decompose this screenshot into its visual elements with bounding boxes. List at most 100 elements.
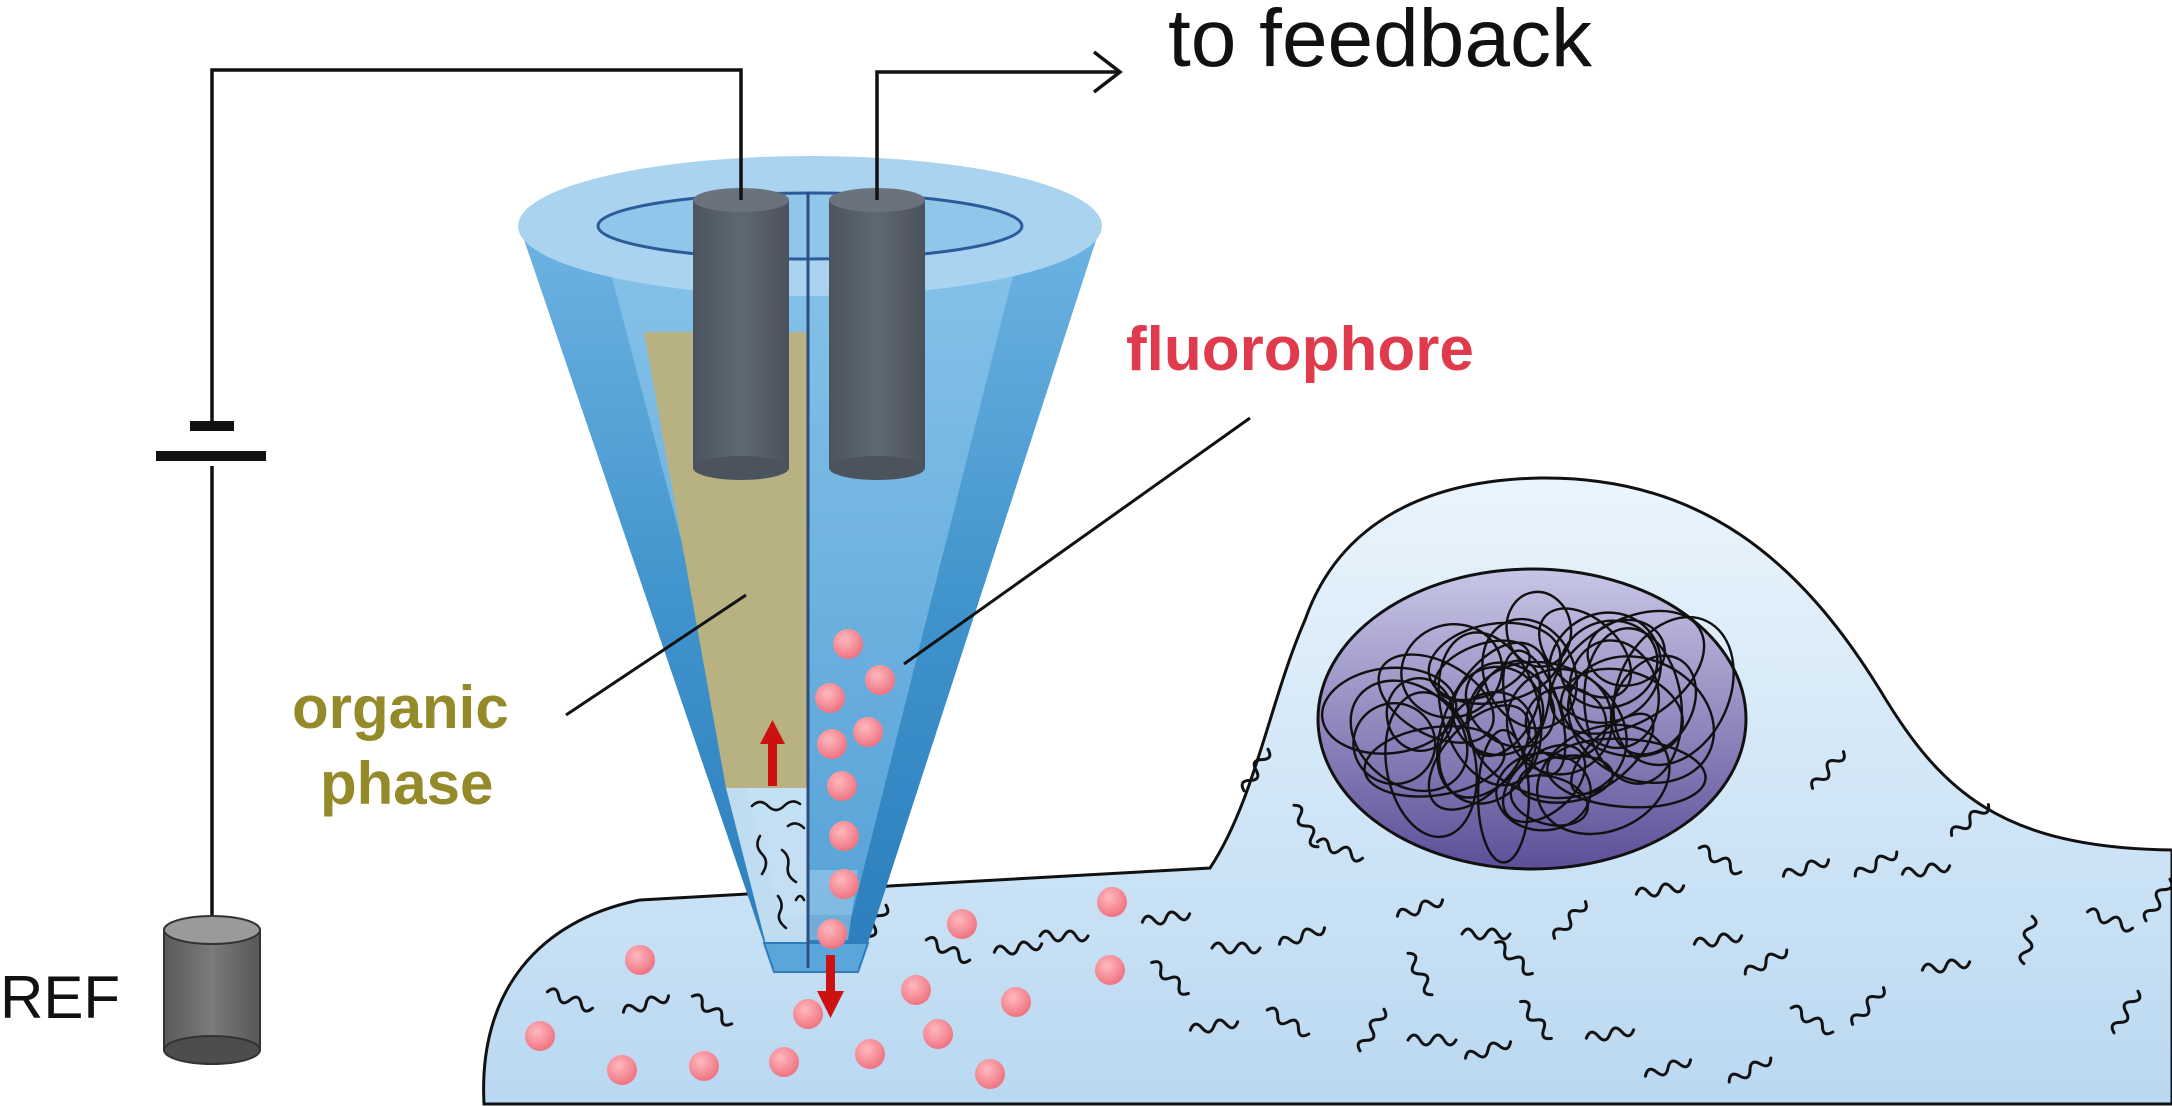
cytoskeleton-squiggle xyxy=(992,940,1044,956)
cytoskeleton-squiggle xyxy=(1460,927,1512,941)
fluorophore-dot xyxy=(689,1051,719,1081)
cytoskeleton-squiggle xyxy=(1265,1006,1311,1038)
cytoskeleton-squiggle xyxy=(1920,958,1972,974)
chromatin-loop xyxy=(1320,666,1458,755)
fluorophore-dot xyxy=(865,665,895,695)
left-barrel-tip xyxy=(726,788,808,960)
chromatin-loop xyxy=(1505,590,1573,668)
cytoskeleton-squiggle xyxy=(1210,941,1262,955)
cytoskeleton-squiggle xyxy=(1315,837,1365,863)
fluorophore-dot xyxy=(827,771,857,801)
cell-body xyxy=(482,476,2172,1106)
fluorophore-label: fluorophore xyxy=(1126,315,1474,384)
battery-symbol xyxy=(156,421,266,461)
cytoskeleton-squiggle xyxy=(1188,1018,1240,1034)
fluorophore-dot xyxy=(855,1039,885,1069)
tip-squiggles xyxy=(750,800,806,930)
fluorophore-dot xyxy=(817,919,847,949)
circuit-wires xyxy=(210,50,1123,918)
cytoskeleton-squiggle xyxy=(1810,750,1846,790)
chromatin-loop xyxy=(1546,737,1707,809)
cytoskeleton-squiggle xyxy=(690,993,734,1027)
fluorophore-dot xyxy=(525,1021,555,1051)
chromatin-loop xyxy=(1400,623,1504,719)
chromatin-loop xyxy=(1517,754,1614,804)
chromatin-loop xyxy=(1495,751,1592,832)
cytoskeleton-squiggle xyxy=(1395,898,1445,918)
cytoskeleton-squiggle xyxy=(1697,844,1743,876)
chromatin-loop xyxy=(1538,607,1633,699)
cytoskeleton-squiggle xyxy=(1552,900,1588,940)
cytoskeleton-squiggle xyxy=(1789,1004,1835,1036)
cytoskeleton-squiggle xyxy=(1853,850,1899,878)
cytoskeleton-squiggle xyxy=(621,994,671,1014)
chromatin-loop xyxy=(1612,615,1735,767)
ref-label: REF xyxy=(0,964,120,1031)
fluorophore-dot xyxy=(853,717,883,747)
flow-arrow-up xyxy=(760,720,785,786)
fluorophore-dot xyxy=(817,729,847,759)
cytoskeleton-squiggle xyxy=(1406,1033,1458,1047)
fluorophore-dot xyxy=(769,1047,799,1077)
cytoskeleton-squiggle xyxy=(2110,989,2142,1035)
fluorophore-dot xyxy=(975,1059,1005,1089)
reference-electrode xyxy=(163,915,261,1065)
chromatin-loop xyxy=(1524,686,1608,760)
cytoskeleton-squiggle xyxy=(1634,882,1686,898)
chromatin-loop xyxy=(1502,649,1567,776)
fluorophore-leader xyxy=(903,416,1251,666)
chromatin-loop xyxy=(1466,659,1542,758)
organic-label-line1: organic xyxy=(292,674,509,741)
chromatin-loop xyxy=(1566,655,1716,785)
cytoskeleton-squiggle xyxy=(1743,948,1789,976)
chromatin-loop xyxy=(1583,627,1684,785)
cytoskeleton-squiggle xyxy=(1781,858,1831,878)
fluorophore-dot xyxy=(901,975,931,1005)
pipette-rim-inner xyxy=(596,191,1024,261)
fluorophore-dot xyxy=(829,821,859,851)
cytoskeleton-squiggles xyxy=(545,747,2172,1084)
chromatin-loop xyxy=(1451,665,1545,757)
fluorophore-dot xyxy=(947,909,977,939)
chromatin-loop xyxy=(1436,641,1552,799)
fluorophore-dot xyxy=(607,1055,637,1085)
chromatin-loop xyxy=(1586,618,1666,687)
fluorophore-dot xyxy=(625,945,655,975)
cytoskeleton-squiggle xyxy=(1692,932,1744,948)
fluorophore-dots xyxy=(525,629,1127,1089)
fluorophore-dot xyxy=(829,869,859,899)
cytoskeleton-squiggle xyxy=(1584,1026,1636,1042)
cytoskeleton-squiggle xyxy=(545,987,595,1013)
fluorophore-dot xyxy=(1097,887,1127,917)
cytoskeleton-squiggle xyxy=(1727,1056,1773,1084)
feedback-label: to feedback xyxy=(1168,0,1593,84)
cytoskeleton-squiggle xyxy=(1292,803,1320,849)
cytoskeleton-squiggle xyxy=(2142,877,2172,923)
cytoskeleton-squiggle xyxy=(1463,1040,1513,1060)
carbon-electrode-right xyxy=(829,188,925,480)
chromatin xyxy=(1320,590,1735,864)
cytoskeleton-squiggle xyxy=(2085,907,2135,933)
chromatin-loop xyxy=(1609,654,1698,756)
cytoskeleton-squiggle xyxy=(1150,960,1190,996)
cytoskeleton-squiggle xyxy=(1356,1007,1388,1053)
cytoskeleton-squiggle xyxy=(1643,1058,1693,1078)
fluorophore-dot xyxy=(833,629,863,659)
cytoskeleton-squiggle xyxy=(1519,999,1553,1041)
cytoskeleton-squiggle xyxy=(2018,914,2038,966)
fluorophore-dot xyxy=(1095,955,1125,985)
cytoskeleton-squiggle xyxy=(1949,803,1991,837)
cytoskeleton-squiggle xyxy=(924,936,972,964)
cytoskeleton-squiggle xyxy=(1850,986,1886,1026)
cytoskeleton-squiggle xyxy=(1038,929,1090,943)
cytoskeleton-squiggle xyxy=(1277,926,1327,946)
pipette-tip xyxy=(762,942,870,973)
cytoskeleton-squiggle xyxy=(1240,747,1272,793)
carbon-electrode-left xyxy=(693,188,789,480)
cytoskeleton-squiggle xyxy=(1494,940,1534,976)
fluorophore-dot xyxy=(1001,987,1031,1017)
chromatin-loop xyxy=(1384,691,1479,839)
fluorophore-dot xyxy=(793,999,823,1029)
fluorophore-dot xyxy=(815,683,845,713)
